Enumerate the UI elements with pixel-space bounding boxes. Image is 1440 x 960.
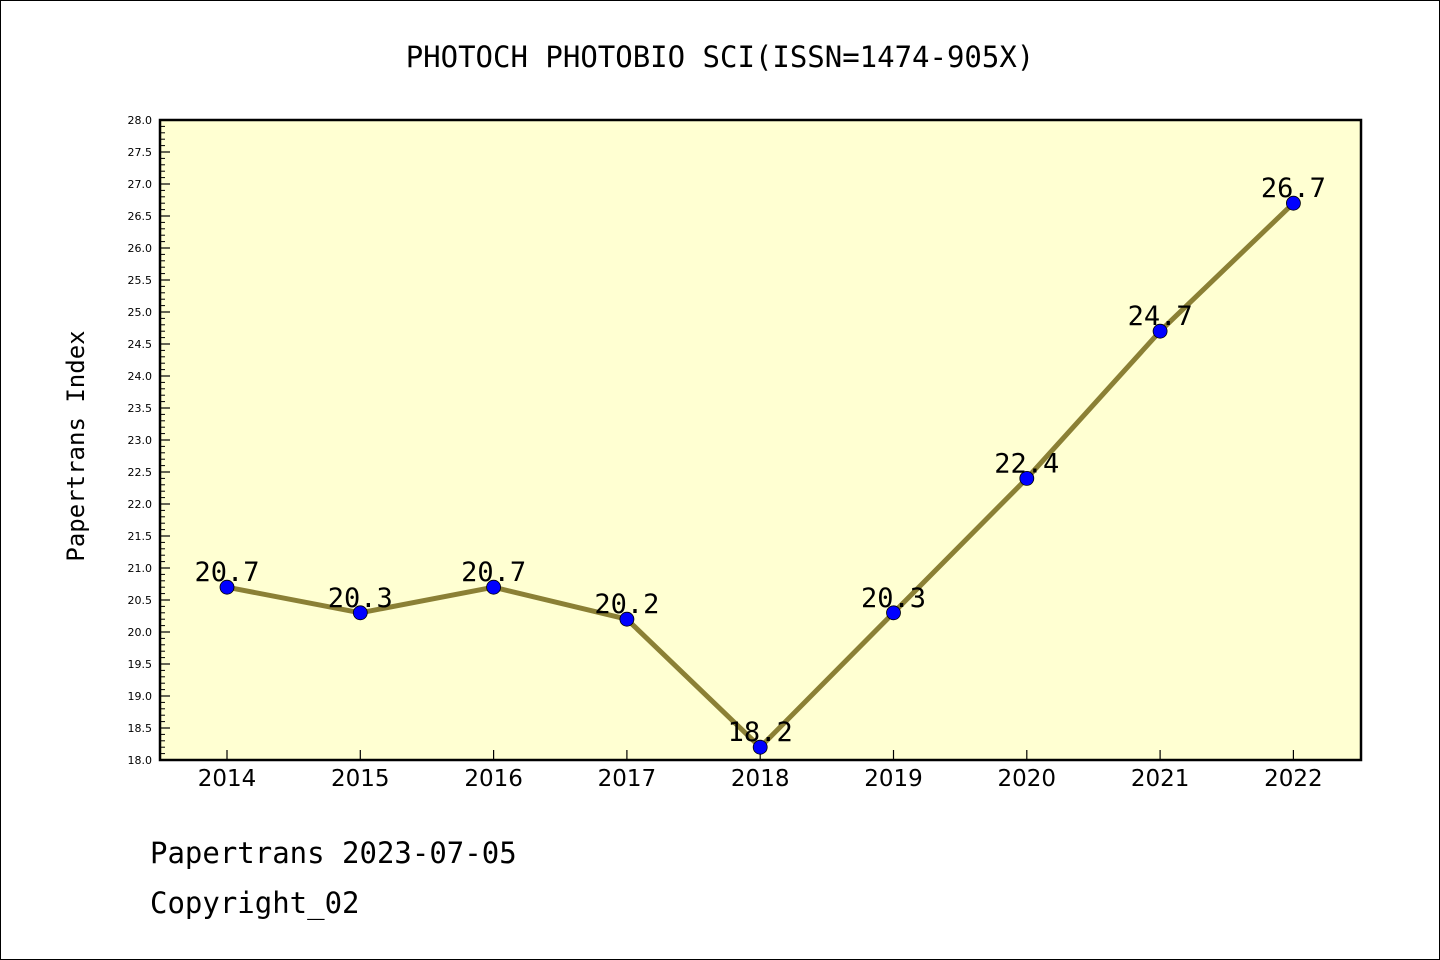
data-label: 18.2 xyxy=(728,717,793,748)
data-point xyxy=(486,579,502,595)
data-label: 20.7 xyxy=(461,557,526,588)
y-tick-label: 23.0 xyxy=(128,434,153,447)
y-tick-label: 25.0 xyxy=(128,306,153,319)
y-tick-label: 22.5 xyxy=(128,466,153,479)
axis-ticks: 18.0 18.5 19.0 19.5 20.0 20.5 21.0 21.5 22.0 22.5… xyxy=(128,114,1323,792)
plot-area xyxy=(158,118,1363,762)
x-tick-label: 2021 xyxy=(1131,766,1190,792)
data-point xyxy=(1286,195,1301,211)
x-tick-label: 2018 xyxy=(731,766,790,792)
data-point xyxy=(1152,323,1168,339)
data-point xyxy=(1019,470,1035,486)
footer-date: Papertrans 2023-07-05 xyxy=(150,836,517,870)
data-label: 26.7 xyxy=(1261,173,1326,204)
data-label: 22.4 xyxy=(994,448,1059,479)
data-labels-group: 20.7 20.3 20.7 20.2 18.2 20.3 22.4 24.7 26.7 xyxy=(194,173,1325,748)
y-tick-label: 20.5 xyxy=(128,594,153,607)
data-label: 24.7 xyxy=(1128,301,1193,332)
footer-copyright: Copyright_02 xyxy=(150,886,360,920)
data-point xyxy=(619,611,635,627)
data-point xyxy=(352,605,368,621)
y-tick-label: 22.0 xyxy=(128,498,153,511)
x-tick-label: 2020 xyxy=(998,766,1057,792)
y-tick-label: 24.5 xyxy=(128,338,153,351)
y-axis-label: Papertrans Index xyxy=(62,330,90,561)
y-tick-label: 18.0 xyxy=(128,754,153,767)
x-tick-label: 2015 xyxy=(331,766,390,792)
y-tick-label: 19.5 xyxy=(128,658,153,671)
y-tick-label: 23.5 xyxy=(128,402,153,415)
y-tick-label: 18.5 xyxy=(128,722,153,735)
data-label: 20.2 xyxy=(594,589,659,620)
y-tick-label: 27.0 xyxy=(128,178,153,191)
y-tick-label: 28.0 xyxy=(128,114,153,127)
y-tick-label: 26.5 xyxy=(128,210,153,223)
data-label: 20.3 xyxy=(328,583,393,614)
x-tick-label: 2016 xyxy=(464,766,523,792)
data-point xyxy=(886,605,901,621)
series-group xyxy=(219,195,1301,755)
y-tick-label: 24.0 xyxy=(128,370,153,383)
y-tick-label: 20.0 xyxy=(128,626,153,639)
x-tick-label: 2017 xyxy=(598,766,657,792)
chart-title: PHOTOCH PHOTOBIO SCI(ISSN=1474-905X) xyxy=(406,40,1035,74)
data-label: 20.3 xyxy=(861,583,926,614)
x-tick-label: 2019 xyxy=(864,766,923,792)
y-tick-label: 21.0 xyxy=(128,562,153,575)
y-tick-label: 25.5 xyxy=(128,274,153,287)
x-tick-label: 2022 xyxy=(1264,766,1323,792)
y-tick-label: 26.0 xyxy=(128,242,153,255)
data-point xyxy=(219,579,235,595)
data-label: 20.7 xyxy=(194,557,259,588)
y-tick-label: 21.5 xyxy=(128,530,153,543)
x-tick-label: 2014 xyxy=(198,766,257,792)
data-point xyxy=(752,739,768,755)
y-tick-label: 19.0 xyxy=(128,690,153,703)
y-tick-label: 27.5 xyxy=(128,146,153,159)
